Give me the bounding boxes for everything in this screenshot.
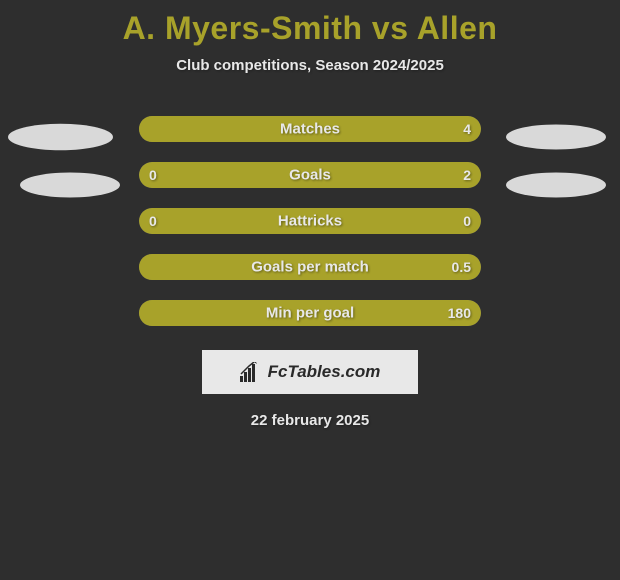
stat-row: 0 Hattricks 0 [139, 208, 481, 234]
value-right: 0.5 [452, 259, 471, 275]
stat-label: Goals [289, 167, 331, 184]
chart-bars-icon [240, 362, 262, 382]
value-right: 180 [448, 305, 471, 321]
value-right: 4 [463, 121, 471, 137]
stat-label: Hattricks [278, 213, 342, 230]
chart-area: Matches 4 0 Goals 2 0 Hattricks 0 [0, 116, 620, 429]
value-left: 0 [149, 213, 157, 229]
stat-label: Goals per match [251, 259, 369, 276]
value-right: 2 [463, 167, 471, 183]
stat-row: 0 Goals 2 [139, 162, 481, 188]
value-left: 0 [149, 167, 157, 183]
stat-row: Min per goal 180 [139, 300, 481, 326]
watermark-text: FcTables.com [268, 362, 381, 382]
date-label: 22 february 2025 [0, 412, 620, 429]
stat-rows: Matches 4 0 Goals 2 0 Hattricks 0 [139, 116, 481, 326]
stat-row: Goals per match 0.5 [139, 254, 481, 280]
stat-label: Matches [280, 121, 340, 138]
subtitle: Club competitions, Season 2024/2025 [0, 57, 620, 74]
stat-row: Matches 4 [139, 116, 481, 142]
bar-right [207, 162, 481, 188]
team-emblem-right-2 [506, 172, 606, 197]
comparison-infographic: A. Myers-Smith vs Allen Club competition… [0, 0, 620, 580]
watermark: FcTables.com [202, 350, 418, 394]
team-emblem-left-1 [8, 124, 113, 151]
team-emblem-left-2 [20, 172, 120, 197]
team-emblem-right-1 [506, 124, 606, 149]
value-right: 0 [463, 213, 471, 229]
page-title: A. Myers-Smith vs Allen [0, 0, 620, 47]
stat-label: Min per goal [266, 305, 354, 322]
